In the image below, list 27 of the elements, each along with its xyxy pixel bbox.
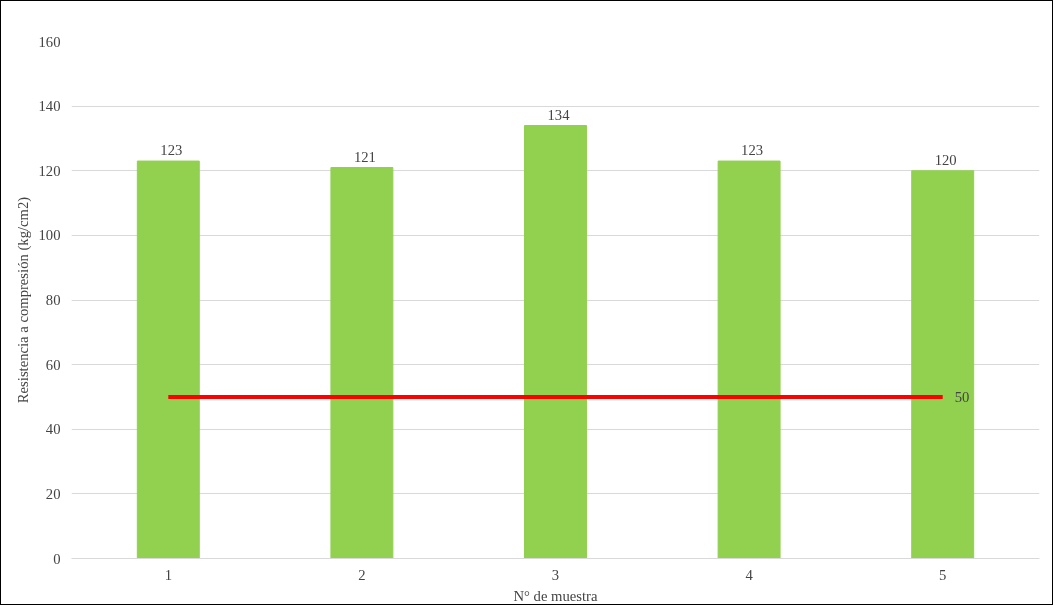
x-tick-label: 1 xyxy=(164,566,172,583)
x-tick-label: 5 xyxy=(939,566,947,583)
y-tick-label: 20 xyxy=(45,485,61,502)
bar xyxy=(330,167,394,559)
y-axis-title: Resistencia a compresión (kg/cm2) xyxy=(14,196,32,404)
data-label: 134 xyxy=(547,106,571,123)
x-tick-label: 3 xyxy=(551,566,560,583)
y-tick-label: 100 xyxy=(38,227,61,244)
y-tick-label: 140 xyxy=(38,98,61,115)
data-label: 123 xyxy=(160,142,183,159)
bar xyxy=(524,125,587,559)
y-tick-label: 60 xyxy=(45,356,61,373)
data-label: 123 xyxy=(741,142,764,159)
x-tick-label: 2 xyxy=(358,566,366,583)
y-tick-label: 80 xyxy=(45,292,61,308)
bar xyxy=(911,170,975,559)
data-label: 50 xyxy=(954,388,970,405)
y-tick-label: 0 xyxy=(53,550,61,567)
data-label: 121 xyxy=(353,148,376,165)
y-tick-label: 40 xyxy=(45,421,61,438)
x-tick-label: 4 xyxy=(745,566,754,583)
bar xyxy=(717,160,781,559)
data-label: 120 xyxy=(934,151,957,168)
bar xyxy=(136,160,200,559)
x-axis-title: N° de muestra xyxy=(513,587,598,604)
y-tick-label: 120 xyxy=(38,162,61,179)
y-tick-label: 160 xyxy=(38,33,61,50)
